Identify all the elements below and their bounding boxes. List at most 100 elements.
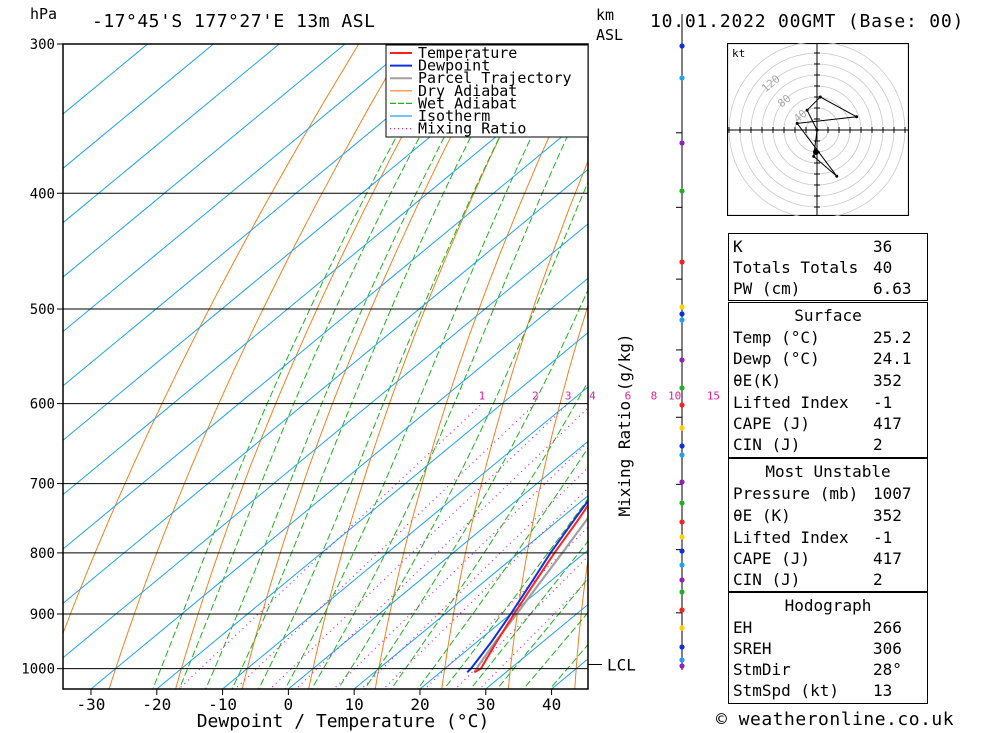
mixing-ratio-line — [269, 403, 569, 689]
isotherm-line — [63, 44, 477, 387]
wet-adiabat-line — [469, 540, 588, 689]
mixing-ratio-label: 2 — [532, 390, 539, 403]
legend-entry: Mixing Ratio — [418, 120, 526, 138]
row-value: 25.2 — [873, 328, 912, 347]
row-value: 2 — [873, 435, 883, 454]
dry-adiabat-line — [108, 44, 406, 689]
row-key: θE(K) — [733, 371, 782, 390]
surface-row: Dewp (°C) 24.1 — [729, 349, 927, 370]
row-key: CIN (J) — [733, 570, 801, 589]
index-value: 40 — [873, 258, 893, 277]
wind-level-dot — [679, 562, 685, 568]
wind-level-dot — [679, 75, 685, 81]
asl-unit-label: ASL — [596, 26, 624, 44]
isotherm-line — [63, 44, 412, 333]
row-value: 28° — [873, 660, 902, 679]
wind-level-dot — [679, 402, 685, 408]
row-key: Temp (°C) — [733, 328, 820, 347]
row-value: 2 — [873, 570, 883, 589]
temperature-tick-label: 40 — [542, 695, 561, 714]
wind-level-dot — [679, 385, 685, 391]
wind-level-dot — [679, 188, 685, 194]
hodograph-unit-label: kt — [732, 47, 745, 60]
temperature-tick-label: -20 — [142, 695, 171, 714]
mixing-ratio-label: 1 — [479, 390, 486, 403]
km-unit-label: km — [596, 6, 615, 24]
row-value: 352 — [873, 371, 902, 390]
hodo-row: StmSpd (kt) 13 — [729, 681, 927, 702]
isotherm-line — [63, 44, 346, 278]
mixing-ratio-label: 4 — [589, 390, 596, 403]
surface-row: CIN (J) 2 — [729, 435, 927, 456]
row-value: 306 — [873, 639, 902, 658]
mixing-ratio-line — [234, 403, 536, 689]
dewpoint-profile — [466, 499, 588, 674]
dry-adiabat-line — [63, 44, 360, 635]
wet-adiabat-line — [443, 498, 588, 689]
wet-adiabat-line — [231, 44, 519, 689]
row-value: -1 — [873, 393, 893, 412]
hodograph-point — [795, 121, 799, 125]
temperature-tick-label: 20 — [410, 695, 429, 714]
hodograph-point — [805, 108, 809, 112]
pressure-tick-label: 500 — [30, 302, 55, 318]
row-key: SREH — [733, 639, 772, 658]
wind-level-dot — [679, 548, 685, 554]
surface-row: θE(K) 352 — [729, 371, 927, 392]
wet-adiabat-line — [390, 380, 588, 689]
wind-level-dot — [679, 500, 685, 506]
wind-level-dot — [679, 304, 685, 310]
wind-level-dot — [679, 43, 685, 49]
row-value: 24.1 — [873, 349, 912, 368]
wind-level-dot — [679, 644, 685, 650]
row-key: EH — [733, 618, 753, 637]
wet-adiabat-line — [284, 44, 577, 689]
index-key: PW (cm) — [733, 279, 801, 298]
wet-adiabat-line — [417, 447, 588, 689]
isotherm-line — [63, 223, 588, 659]
row-key: CAPE (J) — [733, 549, 811, 568]
mixing-ratio-label: 10 — [668, 390, 681, 403]
hodograph-point — [855, 115, 859, 119]
mu-row: CAPE (J) 417 — [729, 549, 927, 570]
wind-level-dot — [679, 625, 685, 631]
dry-adiabat-line — [241, 44, 500, 689]
surface-panel: Surface Temp (°C) 25.2 Dewp (°C) 24.1 θE(K… — [728, 302, 928, 458]
hodograph-point — [818, 95, 822, 99]
row-key: θE (K) — [733, 506, 791, 525]
row-key: Lifted Index — [733, 528, 849, 547]
index-key: Totals Totals — [733, 258, 859, 277]
isotherm-line — [63, 44, 214, 169]
isotherm-line — [63, 44, 280, 224]
row-value: 1007 — [873, 484, 912, 503]
row-value: 13 — [873, 681, 893, 700]
credit-footer: © weatheronline.co.uk — [716, 709, 955, 730]
mu-row: Pressure (mb) 1007 — [729, 484, 927, 505]
wind-level-dot — [679, 657, 685, 663]
legend-entry: Dry Adiabat — [418, 82, 517, 100]
legend-box — [385, 44, 589, 138]
dry-adiabat-line — [957, 44, 1000, 694]
mixing-ratio-axis-label: Mixing Ratio (g/kg) — [615, 333, 634, 516]
row-key: StmSpd (kt) — [733, 681, 839, 700]
wet-adiabat-line — [178, 44, 471, 689]
row-value: 352 — [873, 506, 902, 525]
wet-adiabat-line — [311, 89, 588, 689]
isotherm-line — [353, 495, 588, 689]
wind-level-dot — [679, 317, 685, 323]
wind-level-dot — [679, 357, 685, 363]
isotherm-line — [63, 114, 588, 550]
legend-entry: Temperature — [418, 44, 517, 62]
mixing-ratio-label: 15 — [707, 390, 720, 403]
dry-adiabat-line — [441, 159, 588, 689]
mu-row: Lifted Index -1 — [729, 528, 927, 549]
index-key: K — [733, 237, 743, 256]
legend-entry: Isotherm — [418, 107, 490, 125]
indices-panel: K 36 Totals Totals 40 PW (cm) 6.63 — [728, 233, 928, 301]
lcl-label: LCL — [607, 655, 636, 674]
isotherm-line — [63, 44, 148, 115]
pressure-tick-label: 700 — [30, 477, 55, 493]
dry-adiabat-line — [374, 51, 588, 689]
